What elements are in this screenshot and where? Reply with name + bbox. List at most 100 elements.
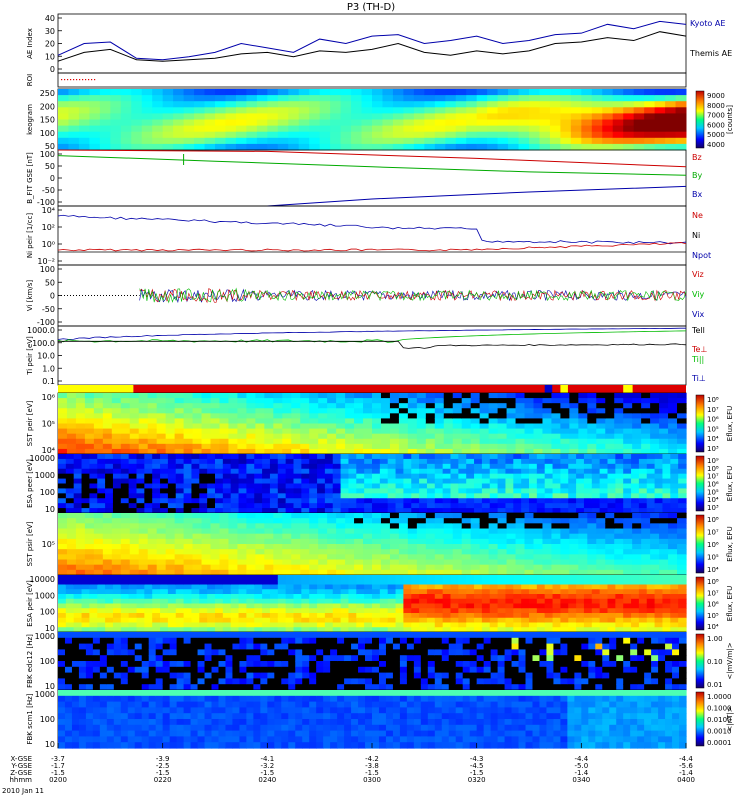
heat-cell <box>264 559 274 566</box>
heat-cell <box>372 554 382 561</box>
colorbar-tick-label: 10⁸ <box>707 578 719 586</box>
heat-cell <box>644 95 656 102</box>
heat-cell <box>89 107 101 114</box>
heat-cell <box>309 488 318 494</box>
heat-cell <box>524 448 535 455</box>
heat-cell <box>291 408 301 414</box>
heat-cell <box>309 418 319 425</box>
heat-cell <box>372 632 380 639</box>
heat-cell <box>450 498 459 504</box>
heat-cell <box>569 403 579 409</box>
heat-cell <box>560 443 570 450</box>
heat-cell <box>398 549 409 555</box>
heat-cell <box>542 549 553 555</box>
heat-cell <box>199 589 208 595</box>
heat-cell <box>207 575 216 581</box>
heat-cell <box>382 131 394 139</box>
heat-cell <box>211 649 220 656</box>
heat-cell <box>644 119 656 127</box>
heat-cell <box>112 463 122 470</box>
heat-cell <box>372 443 382 450</box>
heat-cell <box>508 131 520 139</box>
heat-cell <box>607 603 616 609</box>
heat-cell <box>434 603 444 609</box>
heat-cell <box>273 423 283 430</box>
heat-cell <box>380 513 391 519</box>
heat-cell <box>551 438 561 445</box>
heat-cell <box>372 418 382 425</box>
heat-cell <box>89 598 98 605</box>
heat-cell <box>605 418 615 425</box>
heat-cell <box>470 554 481 561</box>
heat-cell <box>407 554 418 561</box>
heat-cell <box>434 544 445 550</box>
heat-cell <box>65 468 75 475</box>
heat-cell <box>260 643 268 650</box>
heat-cell <box>659 423 669 430</box>
heat-cell <box>120 428 131 435</box>
heat-cell <box>544 598 554 605</box>
heat-cell <box>78 137 90 145</box>
heat-cell <box>285 493 295 499</box>
heat-cell <box>351 632 359 639</box>
heat-cell <box>192 549 203 555</box>
heat-cell <box>165 564 176 571</box>
heat-cell <box>344 632 352 639</box>
heat-cell <box>411 608 420 614</box>
heat-cell <box>71 655 80 662</box>
heat-cell <box>85 632 94 639</box>
heat-cell <box>670 579 679 586</box>
heat-cell <box>458 478 467 485</box>
heat-cell <box>201 408 212 414</box>
heat-cell <box>387 468 397 475</box>
heat-cell <box>466 603 475 609</box>
heat-cell <box>508 125 520 133</box>
heat-cell <box>201 554 212 561</box>
heat-cell <box>591 137 603 145</box>
heat-cell <box>253 649 261 656</box>
heat-cell <box>623 598 632 605</box>
heat-cell <box>668 569 678 576</box>
heat-cell <box>632 443 642 450</box>
heat-cell <box>155 684 164 691</box>
heat-cell <box>183 113 195 120</box>
heat-cell <box>416 418 427 425</box>
heat-cell <box>199 503 208 509</box>
heat-cell <box>301 454 310 460</box>
heat-cell <box>612 143 624 151</box>
heat-cell <box>536 468 546 475</box>
heat-cell <box>529 95 540 102</box>
heat-cell <box>246 473 255 480</box>
heat-cell <box>399 672 408 679</box>
heat-cell <box>356 468 365 475</box>
heat-cell <box>356 503 365 509</box>
heat-cell <box>513 503 522 509</box>
heat-cell <box>607 478 616 485</box>
heat-cell <box>650 569 660 576</box>
heat-cell <box>293 598 302 605</box>
heat-cell <box>441 678 450 685</box>
heat-cell <box>488 518 499 524</box>
heat-cell <box>134 655 143 662</box>
heat-cell <box>581 131 593 139</box>
heat-cell <box>392 678 401 685</box>
heat-cell <box>654 119 666 127</box>
heat-cell <box>461 393 472 399</box>
heat-cell <box>615 493 624 499</box>
heat-cell <box>219 533 230 540</box>
heat-cell <box>152 613 161 619</box>
heat-cell <box>152 603 161 609</box>
heat-cell <box>165 433 176 440</box>
series-vz <box>139 288 687 304</box>
heat-cell <box>348 458 357 465</box>
heat-cell <box>398 403 409 409</box>
heat-cell <box>395 503 404 509</box>
heat-cell <box>285 627 295 633</box>
heat-cell <box>148 649 157 656</box>
heat-cell <box>199 458 208 465</box>
heat-cell <box>587 438 597 445</box>
heat-cell <box>506 569 517 576</box>
heat-cell <box>89 503 98 509</box>
heat-cell <box>533 398 544 404</box>
heat-cell <box>551 564 561 571</box>
